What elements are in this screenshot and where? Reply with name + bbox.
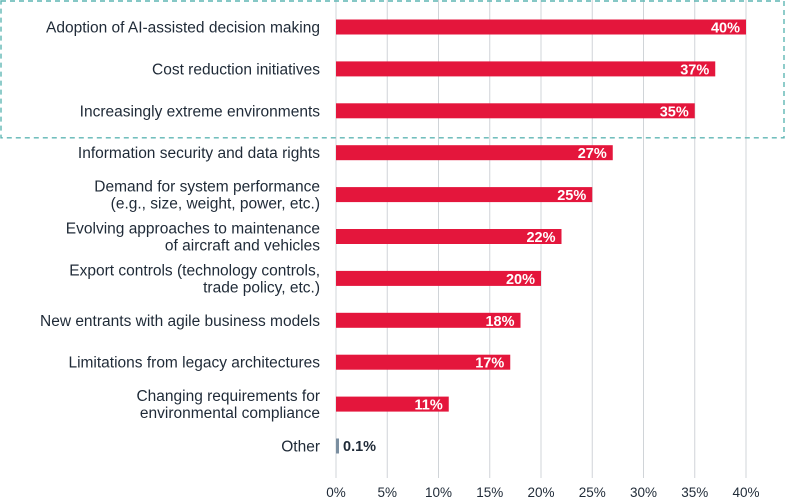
x-tick-label: 35% [681,485,708,500]
category-label-line: Demand for system performance [94,179,320,196]
category-label-line: Export controls (technology controls, [69,262,320,279]
value-label: 37% [680,62,709,78]
category-label: Information security and data rights [78,145,320,162]
x-tick-label: 20% [527,485,554,500]
x-tick-label: 10% [425,485,452,500]
category-label-line: of aircraft and vehicles [165,238,320,255]
bar [336,19,746,35]
category-label-line: environmental compliance [140,405,320,422]
category-label-line: Adoption of AI-assisted decision making [46,20,320,37]
value-label: 35% [660,104,689,120]
x-tick-label: 15% [476,485,503,500]
bar [336,187,593,203]
bar [336,61,716,77]
category-label-line: Changing requirements for [136,388,320,405]
value-label: 25% [557,188,586,204]
category-label-line: Information security and data rights [78,145,320,162]
x-tick-label: 25% [579,485,606,500]
category-label: Evolving approaches to maintenance of air… [66,221,320,255]
value-label: 17% [475,356,504,372]
category-label-line: Evolving approaches to maintenance [66,221,320,238]
x-tick-label: 40% [732,485,759,500]
bars [336,19,746,454]
bar [336,270,541,286]
bar [336,438,339,454]
value-labels: 40% 37% 35% 27% 25% 22% 20% 18% 17% 11% 0.1% [343,21,740,456]
bar [336,145,613,161]
bar [336,354,511,370]
bar [336,312,521,328]
value-label: 40% [711,21,740,37]
value-label: 22% [526,230,555,246]
category-label-line: (e.g., size, weight, power, etc.) [111,196,320,213]
category-label: Increasingly extreme environments [80,103,321,120]
category-label-line: trade policy, etc.) [203,279,320,296]
category-label: Adoption of AI-assisted decision making [46,20,320,37]
category-label: Export controls (technology controls, tra… [69,262,320,296]
category-label: New entrants with agile business models [40,313,320,330]
x-tick-label: 5% [377,485,397,500]
category-label: Other [281,439,320,456]
bar [336,229,562,244]
highlight-box [0,0,785,139]
category-label-line: New entrants with agile business models [40,313,320,330]
category-label: Changing requirements for environmental c… [136,388,320,422]
value-label: 0.1% [343,439,376,455]
bar [336,396,449,412]
category-label: Demand for system performance (e.g., size… [94,179,320,213]
bar [336,103,695,119]
x-tick-label: 0% [326,485,346,500]
x-tick-label: 30% [630,485,657,500]
value-label: 11% [415,398,443,414]
value-label: 20% [506,272,535,288]
category-label-line: Limitations from legacy architectures [68,355,320,372]
category-labels: Adoption of AI-assisted decision making C… [40,20,320,456]
category-label-line: Increasingly extreme environments [80,103,321,120]
category-label-line: Cost reduction initiatives [152,61,320,78]
category-label: Cost reduction initiatives [152,61,320,78]
x-axis-ticks: 0% 5% 10% 15% 20% 25% 30% 35% 40% [326,485,759,500]
category-label-line: Other [281,439,320,456]
value-label: 18% [485,314,514,330]
category-label: Limitations from legacy architectures [68,355,320,372]
value-label: 27% [578,146,607,162]
